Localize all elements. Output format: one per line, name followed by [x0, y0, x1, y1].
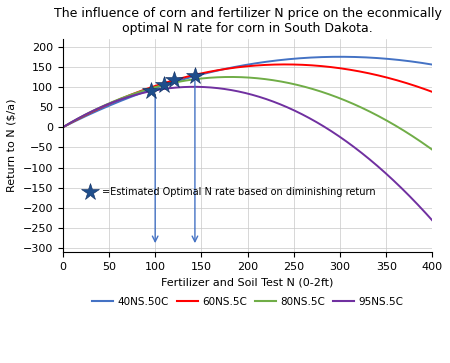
80NS.5C — [60, 125, 65, 130]
Text: =Estimated Optimal N rate based on diminishing return: =Estimated Optimal N rate based on dimin… — [103, 188, 376, 197]
Line: 80NS.5C: 80NS.5C — [63, 77, 432, 150]
Line: 60NS.5C: 60NS.5C — [63, 64, 432, 127]
40NS.50C — [79, 116, 84, 120]
80NS.5C — [240, 75, 245, 79]
60NS.5C — [230, 66, 235, 70]
80NS.5C — [419, 140, 425, 144]
40NS.50C — [351, 55, 357, 59]
80NS.5C — [419, 140, 424, 144]
60NS.5C — [283, 62, 288, 66]
80NS.5C — [351, 102, 357, 106]
40NS.50C — [430, 62, 435, 67]
Legend: 40NS.50C, 60NS.5C, 80NS.5C, 95NS.5C: 40NS.50C, 60NS.5C, 80NS.5C, 95NS.5C — [88, 292, 407, 311]
80NS.5C — [230, 75, 236, 79]
95NS.5C — [191, 85, 197, 89]
40NS.50C — [240, 63, 245, 68]
60NS.5C — [430, 90, 435, 94]
60NS.5C — [419, 86, 425, 90]
40NS.50C — [60, 125, 65, 130]
40NS.50C — [230, 65, 235, 70]
60NS.5C — [79, 115, 84, 119]
Title: The influence of corn and fertilizer N price on the econmically
optimal N rate f: The influence of corn and fertilizer N p… — [54, 7, 441, 35]
95NS.5C — [419, 207, 424, 211]
80NS.5C — [430, 148, 435, 152]
X-axis label: Fertilizer and Soil Test N (0-2ft): Fertilizer and Soil Test N (0-2ft) — [162, 277, 334, 287]
40NS.50C — [419, 61, 424, 65]
60NS.5C — [60, 125, 65, 130]
60NS.5C — [419, 86, 424, 90]
95NS.5C — [430, 219, 435, 223]
95NS.5C — [60, 125, 65, 130]
95NS.5C — [351, 145, 357, 149]
Y-axis label: Return to N ($/a): Return to N ($/a) — [7, 99, 17, 192]
95NS.5C — [79, 114, 84, 119]
95NS.5C — [230, 88, 236, 93]
60NS.5C — [351, 68, 357, 73]
95NS.5C — [419, 207, 425, 211]
Line: 95NS.5C: 95NS.5C — [63, 87, 432, 221]
80NS.5C — [79, 114, 84, 119]
Line: 40NS.50C: 40NS.50C — [63, 57, 432, 127]
40NS.50C — [419, 61, 425, 65]
95NS.5C — [240, 90, 245, 95]
80NS.5C — [228, 75, 233, 79]
40NS.50C — [338, 54, 343, 59]
60NS.5C — [240, 65, 245, 69]
